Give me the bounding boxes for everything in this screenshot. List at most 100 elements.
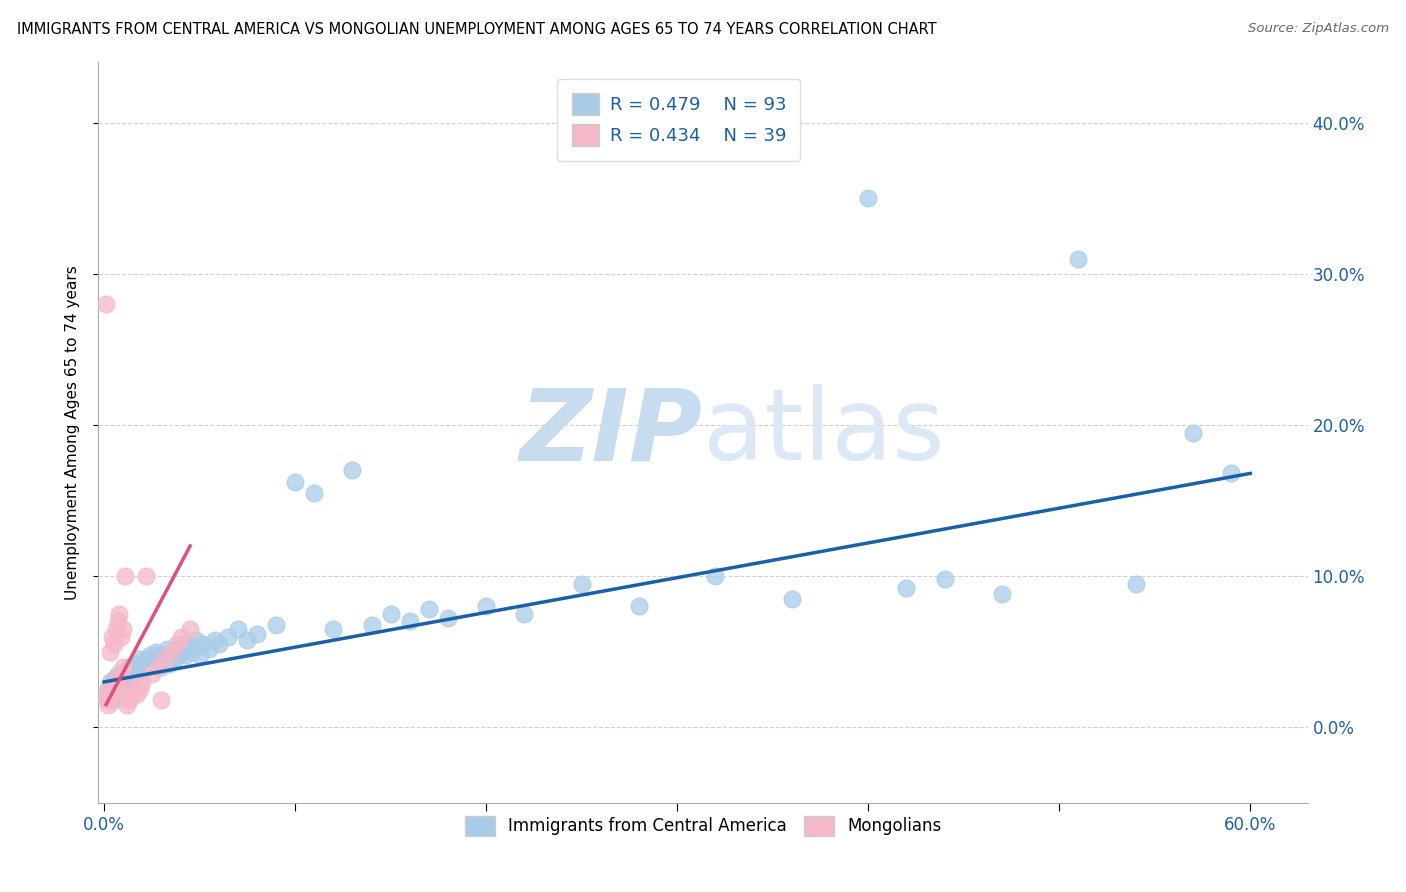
Text: Source: ZipAtlas.com: Source: ZipAtlas.com xyxy=(1249,22,1389,36)
Point xyxy=(98,645,121,659)
Point xyxy=(513,607,536,621)
Point xyxy=(110,672,132,686)
Point xyxy=(162,645,184,659)
Point xyxy=(139,648,162,662)
Point xyxy=(156,641,179,656)
Text: IMMIGRANTS FROM CENTRAL AMERICA VS MONGOLIAN UNEMPLOYMENT AMONG AGES 65 TO 74 YE: IMMIGRANTS FROM CENTRAL AMERICA VS MONGO… xyxy=(17,22,936,37)
Point xyxy=(128,678,150,692)
Point xyxy=(150,660,173,674)
Point xyxy=(125,663,148,677)
Point xyxy=(115,672,138,686)
Point xyxy=(107,690,129,704)
Point xyxy=(198,641,221,656)
Point xyxy=(157,657,180,671)
Point xyxy=(104,682,127,697)
Point xyxy=(97,693,120,707)
Point xyxy=(179,622,201,636)
Point xyxy=(437,611,460,625)
Point xyxy=(107,667,129,681)
Point xyxy=(115,698,138,712)
Point xyxy=(124,657,146,671)
Point xyxy=(418,602,440,616)
Point xyxy=(120,667,142,681)
Point xyxy=(107,615,129,629)
Point xyxy=(118,660,141,674)
Point xyxy=(184,632,207,647)
Point xyxy=(97,682,120,697)
Point xyxy=(104,672,127,686)
Point xyxy=(236,632,259,647)
Point xyxy=(121,678,143,692)
Point xyxy=(120,690,142,704)
Point xyxy=(858,191,880,205)
Point xyxy=(112,660,135,674)
Point xyxy=(166,641,188,656)
Point xyxy=(1181,425,1204,440)
Point xyxy=(934,572,956,586)
Point xyxy=(145,645,167,659)
Point xyxy=(304,486,326,500)
Point xyxy=(177,641,200,656)
Point xyxy=(181,645,204,659)
Point xyxy=(322,622,344,636)
Point xyxy=(160,645,183,659)
Point xyxy=(110,678,132,692)
Point xyxy=(107,678,129,692)
Point xyxy=(108,607,131,621)
Point xyxy=(114,569,136,583)
Point xyxy=(226,622,249,636)
Point xyxy=(101,687,124,701)
Point xyxy=(125,687,148,701)
Point xyxy=(103,672,125,686)
Point xyxy=(1220,467,1243,481)
Point xyxy=(103,637,125,651)
Point xyxy=(101,678,124,692)
Point xyxy=(134,663,156,677)
Point xyxy=(150,693,173,707)
Point xyxy=(166,637,188,651)
Point xyxy=(160,648,183,662)
Point xyxy=(173,637,195,651)
Point xyxy=(97,682,120,697)
Text: ZIP: ZIP xyxy=(520,384,703,481)
Point xyxy=(571,576,593,591)
Point xyxy=(121,687,143,701)
Point xyxy=(342,463,364,477)
Point xyxy=(264,617,287,632)
Point xyxy=(217,630,239,644)
Point xyxy=(141,657,163,671)
Point xyxy=(112,622,135,636)
Point xyxy=(94,690,117,704)
Point xyxy=(896,581,918,595)
Point xyxy=(110,630,132,644)
Point xyxy=(193,637,215,651)
Point xyxy=(98,687,121,701)
Point xyxy=(118,693,141,707)
Point xyxy=(135,569,157,583)
Point xyxy=(146,648,169,662)
Point xyxy=(1067,252,1090,266)
Point xyxy=(380,607,402,621)
Point xyxy=(991,587,1014,601)
Point xyxy=(246,626,269,640)
Point xyxy=(129,660,152,674)
Point xyxy=(146,660,169,674)
Point xyxy=(108,674,131,689)
Point xyxy=(103,678,125,692)
Point xyxy=(398,615,420,629)
Point xyxy=(114,674,136,689)
Point xyxy=(167,648,190,662)
Point xyxy=(141,667,163,681)
Point xyxy=(169,645,191,659)
Point xyxy=(360,617,382,632)
Point xyxy=(108,682,131,697)
Point xyxy=(94,297,117,311)
Point xyxy=(169,630,191,644)
Point xyxy=(121,663,143,677)
Point xyxy=(101,682,124,697)
Legend: Immigrants from Central America, Mongolians: Immigrants from Central America, Mongoli… xyxy=(458,809,948,843)
Point xyxy=(163,652,186,666)
Point xyxy=(110,667,132,681)
Point xyxy=(112,667,135,681)
Point xyxy=(155,652,177,666)
